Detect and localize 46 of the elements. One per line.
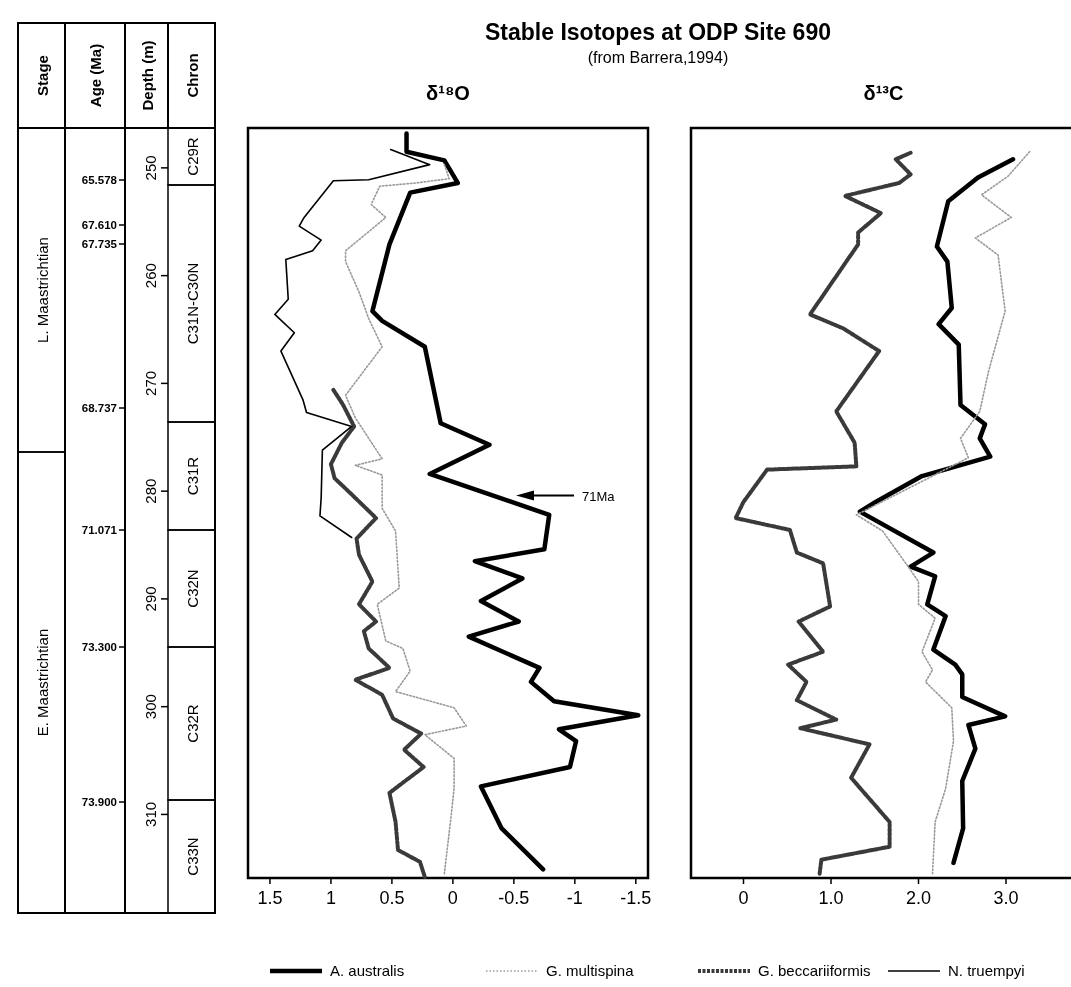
x-tick-label: -1: [566, 888, 583, 908]
legend-label: G. beccariiformis: [758, 962, 871, 979]
legend-label: G. multispina: [546, 962, 635, 979]
x-tick-label: 2.0: [905, 888, 932, 908]
text: Chron: [183, 53, 201, 98]
text: 68.737: [81, 402, 117, 414]
text: C31R: [183, 456, 201, 496]
text: C32N: [183, 569, 201, 608]
text: 67.735: [81, 238, 118, 250]
x-tick-label: 0.5: [379, 888, 405, 908]
y-tick-label: 270: [142, 370, 159, 396]
text: C33N: [183, 837, 201, 876]
x-tick-label: -1.5: [620, 888, 652, 908]
x-tick-label: 1: [325, 888, 336, 908]
x-tick-label: 1.0: [818, 888, 844, 908]
annotation: 71Ma: [582, 488, 616, 504]
y-tick-label: 300: [142, 694, 159, 720]
x-tick-label: -0.5: [498, 888, 530, 908]
x-axis-title: δ¹³C: [863, 82, 904, 104]
text: 71.071: [81, 524, 118, 536]
x-tick-label: 0: [738, 888, 749, 908]
x-tick-label: 1.5: [257, 888, 283, 908]
x-tick-label: 0: [447, 888, 458, 908]
x-tick-label: 3.0: [993, 888, 1019, 908]
text: Stage: [33, 55, 51, 96]
text: 73.300: [81, 641, 117, 653]
text: C29R: [183, 137, 201, 176]
y-tick-label: 290: [142, 586, 159, 612]
text: C31N-C30N: [183, 262, 201, 345]
y-axis-title: Depth (m): [138, 40, 156, 111]
legend-label: A. australis: [330, 962, 405, 979]
text: L. Maastrichtian: [33, 237, 51, 343]
x-axis-title: δ¹⁸O: [426, 82, 470, 104]
text: Age (Ma): [87, 43, 104, 108]
text: C32R: [183, 704, 201, 743]
chart-subtitle: (from Barrera,1994): [587, 49, 729, 66]
text: 73.900: [81, 796, 117, 808]
chart-title: Stable Isotopes at ODP Site 690: [485, 19, 831, 45]
y-tick-label: 310: [142, 801, 159, 827]
y-tick-label: 260: [142, 263, 159, 289]
text: 65.578: [81, 174, 118, 186]
text: E. Maastrichtian: [33, 628, 51, 737]
y-tick-label: 250: [142, 155, 159, 181]
legend-label: N. truempyi: [948, 962, 1025, 979]
text: 67.610: [81, 219, 117, 231]
y-tick-label: 280: [142, 478, 159, 504]
